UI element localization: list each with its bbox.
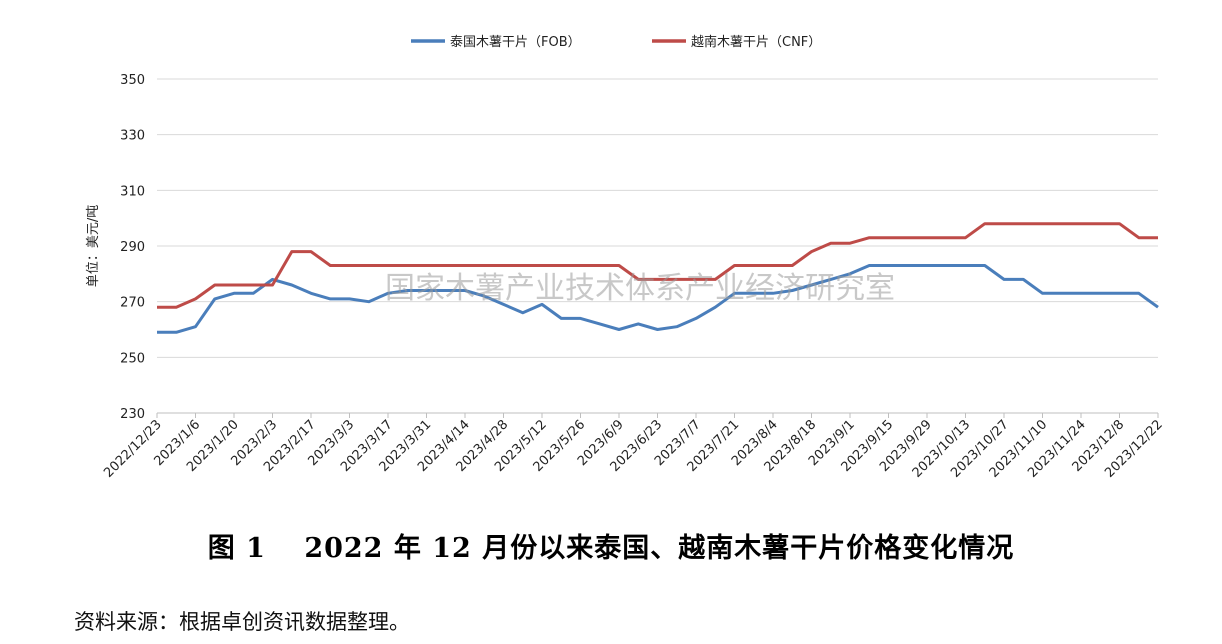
y-tick-label: 270 (120, 296, 145, 311)
y-tick-label: 310 (120, 184, 145, 199)
figure-caption: 图 1 2022 年 12 月份以来泰国、越南木薯干片价格变化情况 (207, 533, 1015, 564)
series-line-vietnam (157, 222, 1158, 309)
y-axis-label: 单位：美元/吨 (86, 205, 101, 287)
y-tick-label: 230 (120, 407, 145, 422)
price-line-chart: 230 250 270 290 310 330 350 2022/12/232023/1/6… (86, 34, 1166, 481)
x-axis-ticks: 2022/12/232023/1/62023/1/202023/2/32023/… (101, 413, 1166, 481)
source-note: 资料来源：根据卓创资讯数据整理。 (74, 610, 410, 634)
legend-label-thailand: 泰国木薯干片（FOB） (450, 35, 581, 50)
legend: 泰国木薯干片（FOB） 越南木薯干片（CNF） (411, 34, 821, 50)
y-tick-label: 350 (120, 73, 145, 88)
series-lines (157, 222, 1159, 334)
y-tick-label: 330 (120, 129, 145, 144)
series-line-thailand (157, 264, 1159, 334)
watermark: 国家木薯产业技术体系产业经济研究室 (385, 271, 895, 306)
gridlines (157, 78, 1158, 414)
y-axis-ticks: 230 250 270 290 310 330 350 (120, 73, 145, 422)
legend-label-vietnam: 越南木薯干片（CNF） (691, 34, 821, 50)
y-tick-label: 290 (120, 240, 145, 255)
y-tick-label: 250 (120, 351, 145, 366)
x-tick-label: 2022/12/23 (101, 417, 165, 481)
